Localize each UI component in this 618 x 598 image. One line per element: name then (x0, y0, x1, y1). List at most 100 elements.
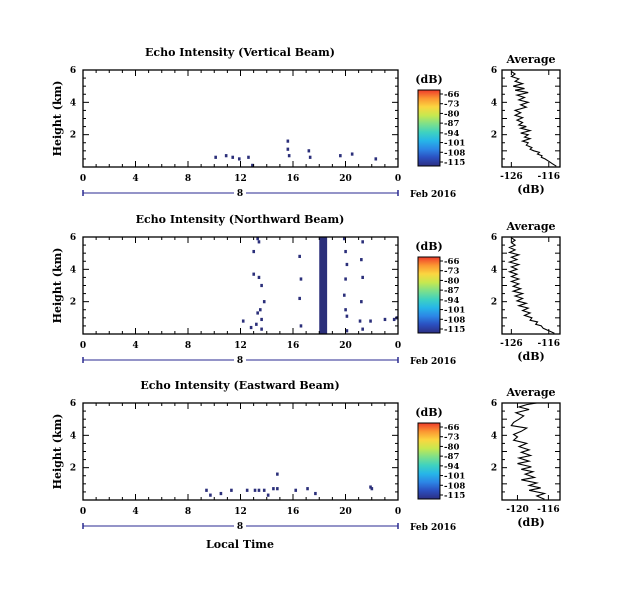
y-tick-label: 2 (70, 464, 76, 474)
echo-cell (369, 485, 372, 489)
plot-frame (82, 236, 399, 335)
average-frame (501, 69, 561, 168)
colorbar-tick-label: -66 (444, 90, 459, 100)
month-label: Feb 2016 (410, 357, 456, 367)
average-y-tick-label: 4 (491, 431, 497, 441)
echo-cell (287, 154, 291, 158)
colorbar-tick-label: -80 (444, 442, 459, 452)
colorbar-tick-label: -94 (444, 462, 459, 472)
average-x-tick-label: -116 (537, 505, 560, 515)
echo-cell (392, 317, 396, 322)
average-x-tick-label: -126 (500, 172, 523, 182)
colorbar-tick-label: -101 (444, 306, 465, 316)
x-tick-label: 20 (339, 341, 352, 351)
panel-2: Echo Intensity (Northward Beam)0 4 8 12 16 20… (51, 213, 561, 367)
colorbar-unit: (dB) (415, 406, 442, 419)
x-tick-label: 20 (339, 507, 352, 517)
echo-cell (272, 487, 275, 491)
echo-cell (219, 491, 223, 496)
echo-cell (345, 329, 349, 333)
colorbar-tick-label: -87 (444, 452, 459, 462)
y-tick-label: 6 (70, 233, 76, 243)
x-tick-label: 12 (234, 174, 247, 184)
colorbar-unit: (dB) (415, 240, 442, 253)
colorbar-tick-label: -101 (444, 139, 465, 149)
echo-cell (256, 237, 259, 241)
month-label: Feb 2016 (410, 190, 456, 200)
echo-cell (260, 317, 263, 322)
echo-cell (276, 487, 279, 491)
colorbar-tick-label: -87 (444, 119, 459, 129)
chart-title: Echo Intensity (Vertical Beam) (145, 46, 335, 59)
echo-cell (241, 319, 245, 323)
average-y-tick-label: 2 (491, 298, 497, 308)
colorbar-tick-label: -108 (444, 481, 465, 491)
x-tick-label: 8 (185, 174, 191, 184)
echo-cell (257, 488, 261, 492)
colorbar-tick-label: -73 (444, 433, 459, 443)
echo-cell (205, 488, 208, 492)
x-tick-label: 0 (395, 341, 401, 351)
average-x-tick-label: -126 (500, 339, 523, 349)
echo-cell (245, 488, 249, 492)
colorbar-tick-label: -73 (444, 267, 459, 277)
date-day-label: 8 (237, 522, 243, 532)
colorbar (417, 89, 441, 167)
chart-title: Echo Intensity (Northward Beam) (136, 213, 345, 226)
average-profile-line (510, 71, 557, 167)
x-tick-label: 12 (234, 341, 247, 351)
echo-cell (344, 308, 347, 312)
echo-cell (345, 262, 349, 267)
colorbar (417, 256, 441, 334)
echo-cell (286, 139, 290, 143)
y-axis-label: Height (km) (51, 414, 64, 490)
date-day-label: 8 (237, 189, 243, 199)
echo-cell (361, 327, 364, 331)
colorbar-tick-label: -80 (444, 109, 459, 119)
y-tick-label: 4 (70, 431, 76, 441)
echo-cell (260, 327, 263, 331)
colorbar-tick-label: -94 (444, 129, 459, 139)
time-axis-label: Local Time (206, 538, 274, 551)
echo-cell (252, 249, 256, 254)
average-x-axis-label: (dB) (517, 350, 544, 363)
colorbar-tick-label: -73 (444, 100, 459, 110)
echo-cell (307, 149, 311, 153)
x-tick-label: 0 (80, 174, 86, 184)
colorbar-tick-label: -108 (444, 315, 465, 325)
echo-cell (298, 254, 301, 258)
colorbar-tick-label: -115 (444, 325, 465, 335)
average-y-tick-label: 4 (491, 265, 497, 275)
month-label: Feb 2016 (410, 523, 456, 533)
y-axis-label: Height (km) (51, 81, 64, 157)
x-tick-label: 16 (287, 174, 300, 184)
echo-cell (276, 472, 279, 476)
average-x-tick-label: -116 (538, 339, 561, 349)
echo-cell (286, 147, 290, 151)
colorbar-tick-label: -101 (444, 472, 465, 482)
echo-cell (383, 317, 387, 322)
x-tick-label: 0 (80, 341, 86, 351)
colorbar-tick-label: -115 (444, 158, 465, 168)
echo-cell (214, 155, 217, 159)
x-tick-label: 12 (234, 507, 247, 517)
echo-cell (344, 277, 347, 281)
colorbar-tick-label: -87 (444, 286, 459, 296)
average-profile-line (507, 237, 555, 334)
date-label-bg (234, 521, 246, 531)
echo-cell (342, 293, 346, 297)
echo-cell (342, 237, 346, 241)
echo-cell (230, 488, 233, 492)
colorbar (417, 422, 441, 500)
average-title: Average (505, 220, 555, 233)
average-x-axis-label: (dB) (517, 183, 544, 196)
echo-cell (345, 314, 349, 318)
chart-title: Echo Intensity (Eastward Beam) (140, 379, 339, 392)
average-title: Average (505, 386, 555, 399)
echo-cell (257, 240, 261, 244)
colorbar-unit: (dB) (415, 73, 442, 86)
echo-cell (224, 154, 228, 158)
echo-cell (253, 488, 257, 492)
echo-cell (360, 300, 363, 304)
y-tick-label: 4 (70, 265, 76, 275)
